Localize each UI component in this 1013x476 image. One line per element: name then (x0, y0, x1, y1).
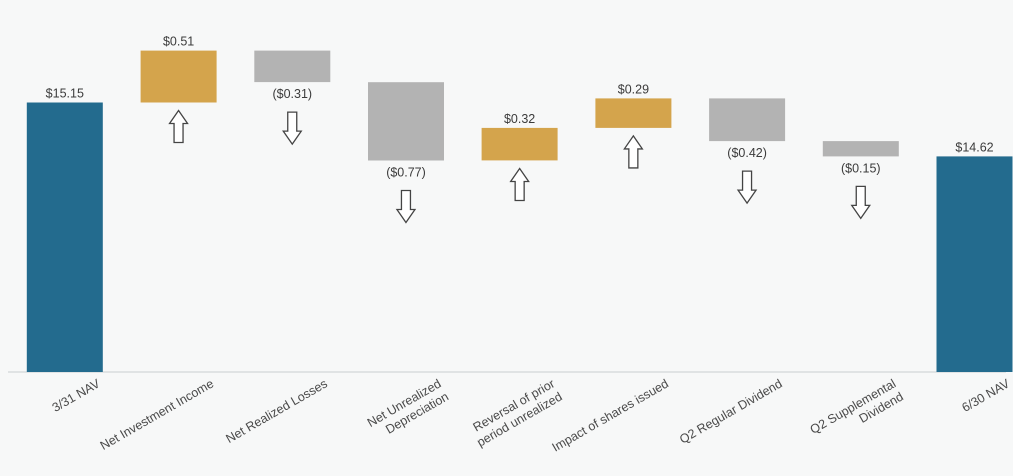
bar-6-30-nav (936, 156, 1013, 372)
value-label-3-31-nav: $15.15 (46, 87, 84, 101)
value-label-6-30-nav: $14.62 (955, 140, 993, 154)
category-label-3-31-nav: 3/31 NAV (50, 376, 103, 415)
bar-reversal-of-prior-period-unrealized (481, 127, 558, 161)
up-arrow-icon (509, 167, 530, 202)
value-label-net-investment-income: $0.51 (163, 35, 194, 49)
bars-layer (26, 50, 1013, 372)
category-label-impact-of-shares-issued: Impact of shares issued (550, 376, 671, 454)
value-labels-layer: $15.15 $0.51 ($0.31) ($0.77) $0.32 $0.29 ($0.4… (46, 35, 994, 180)
category-label-net-investment-income: Net Investment Income (98, 376, 216, 452)
category-label-6-30-nav: 6/30 NAV (959, 376, 1012, 415)
value-label-impact-of-shares-issued: $0.29 (618, 82, 649, 96)
arrows-layer (168, 109, 871, 224)
category-label-reversal-of-prior-period-unrealized: Reversal of priorperiod unrealized (467, 376, 565, 449)
bar-net-investment-income (140, 50, 217, 103)
down-arrow-icon (395, 189, 417, 224)
bar-net-realized-losses (254, 50, 331, 83)
category-label-q2-regular-dividend: Q2 Regular Dividend (677, 376, 785, 446)
up-arrow-icon (623, 134, 644, 169)
bar-q2-regular-dividend (709, 98, 786, 142)
up-arrow-icon (168, 109, 189, 144)
bar-impact-of-shares-issued (595, 98, 672, 128)
down-arrow-icon (282, 111, 303, 146)
value-label-net-unrealized-depreciation: ($0.77) (386, 166, 426, 180)
value-label-q2-regular-dividend: ($0.42) (727, 146, 767, 160)
bar-net-unrealized-depreciation (368, 82, 444, 161)
category-label-net-realized-losses: Net Realized Losses (224, 376, 330, 445)
down-arrow-icon (850, 185, 871, 220)
category-label-net-unrealized-depreciation: Net UnrealizedDepreciation (365, 376, 451, 442)
bar-q2-supplemental-dividend (822, 141, 899, 157)
category-label-q2-supplemental-dividend: Q2 SupplementalDividend (808, 376, 906, 449)
bar-3-31-nav (26, 102, 103, 372)
down-arrow-icon (736, 170, 758, 205)
value-label-q2-supplemental-dividend: ($0.15) (841, 161, 881, 175)
value-label-reversal-of-prior-period-unrealized: $0.32 (504, 112, 535, 126)
value-label-net-realized-losses: ($0.31) (272, 87, 312, 101)
